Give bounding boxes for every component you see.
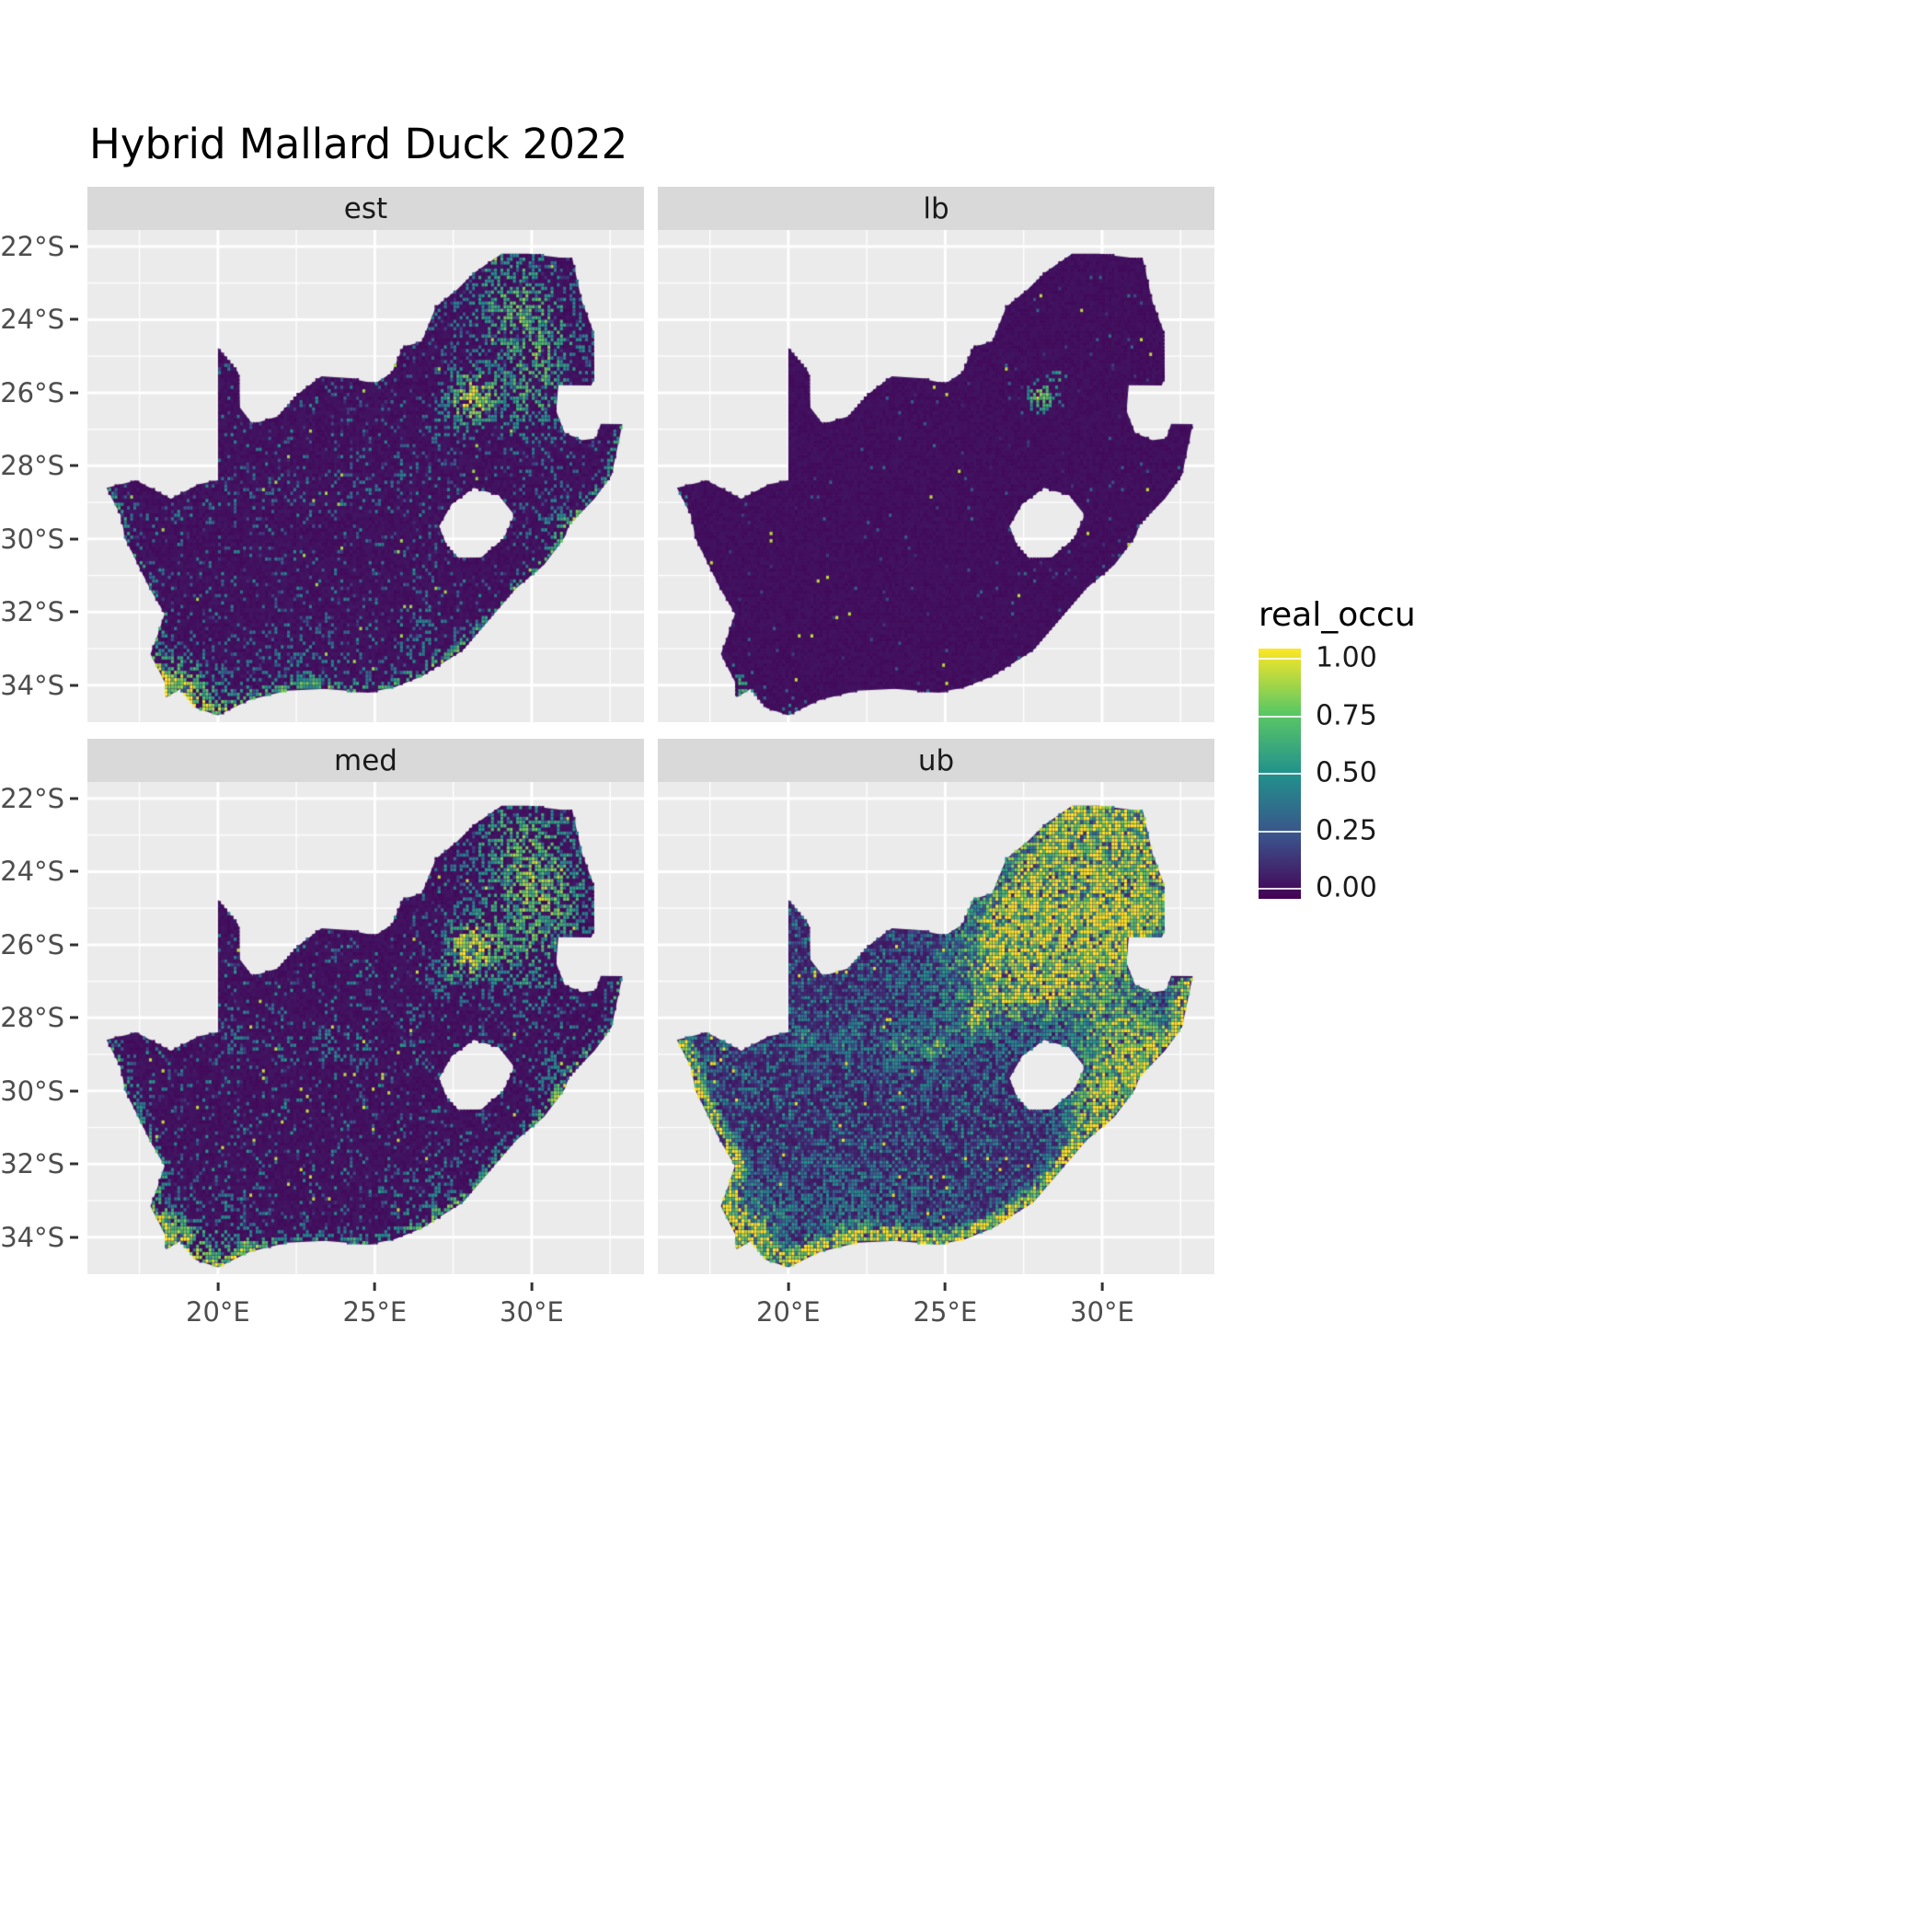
x-tick-label: 30°E [1070, 1296, 1134, 1328]
x-tick-label: 25°E [913, 1296, 978, 1328]
y-tick-label: 22°S [0, 230, 64, 262]
y-tick-label: 24°S [0, 856, 64, 888]
y-tick-label: 26°S [0, 376, 64, 408]
legend-tick-label: 0.25 [1316, 814, 1377, 846]
legend-tick-mark [1259, 658, 1301, 660]
map-panel-med [87, 782, 644, 1274]
facet-strip-med: med [87, 739, 644, 782]
x-tick-label: 20°E [755, 1296, 821, 1328]
legend-tick-mark [1259, 773, 1301, 775]
legend-tick-mark [1259, 888, 1301, 890]
page-title: Hybrid Mallard Duck 2022 [89, 120, 628, 168]
y-tick-label: 22°S [0, 782, 64, 814]
legend-scale: 1.00 0.75 0.50 0.25 0.00 [1257, 642, 1472, 904]
legend-colorbar [1259, 649, 1301, 899]
facet-strip-est: est [87, 187, 644, 230]
legend-tick-label: 0.75 [1316, 699, 1377, 731]
map-canvas-med [87, 782, 644, 1274]
map-panel-ub [658, 782, 1214, 1274]
y-tick-label: 24°S [0, 304, 64, 336]
facet-strip-lb: lb [658, 187, 1214, 230]
y-tick-label: 32°S [0, 1148, 64, 1180]
legend-tick-label: 0.00 [1316, 871, 1377, 904]
facet-strip-ub: ub [658, 739, 1214, 782]
y-axis-row2: 22°S 24°S 26°S 28°S 30°S 32°S 34°S [0, 782, 81, 1274]
legend: real_occu 1.00 0.75 0.50 0.25 0.00 [1257, 596, 1472, 904]
legend-tick-mark [1259, 830, 1301, 833]
x-tick-label: 25°E [342, 1296, 408, 1328]
y-tick-label: 34°S [0, 669, 64, 701]
map-canvas-est [87, 230, 644, 722]
y-tick-label: 26°S [0, 928, 64, 960]
y-tick-label: 30°S [0, 523, 64, 555]
y-tick-label: 32°S [0, 596, 64, 628]
map-panel-lb [658, 230, 1214, 722]
y-tick-label: 34°S [0, 1221, 64, 1253]
y-tick-label: 28°S [0, 450, 64, 482]
y-axis-row1: 22°S 24°S 26°S 28°S 30°S 32°S 34°S [0, 230, 81, 722]
legend-tick-label: 1.00 [1316, 641, 1377, 674]
map-panel-est [87, 230, 644, 722]
legend-tick-mark [1259, 715, 1301, 718]
map-canvas-ub [658, 782, 1214, 1274]
map-canvas-lb [658, 230, 1214, 722]
x-axis-col2: 20°E 25°E 30°E [658, 1282, 1214, 1329]
y-tick-label: 28°S [0, 1002, 64, 1034]
legend-title: real_occu [1259, 596, 1416, 634]
y-tick-label: 30°S [0, 1075, 64, 1107]
legend-tick-label: 0.50 [1316, 756, 1377, 789]
x-tick-label: 30°E [500, 1296, 564, 1328]
x-tick-label: 20°E [185, 1296, 250, 1328]
x-axis-col1: 20°E 25°E 30°E [87, 1282, 644, 1329]
